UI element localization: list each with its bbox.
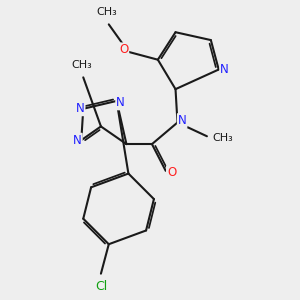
Text: Cl: Cl (95, 280, 107, 292)
Text: O: O (119, 44, 128, 56)
Text: N: N (220, 63, 229, 76)
Text: N: N (116, 96, 125, 110)
Text: CH₃: CH₃ (71, 60, 92, 70)
Text: N: N (76, 102, 85, 115)
Text: N: N (178, 114, 187, 127)
Text: N: N (73, 134, 82, 147)
Text: O: O (167, 166, 176, 179)
Text: CH₃: CH₃ (96, 7, 117, 17)
Text: CH₃: CH₃ (213, 133, 234, 143)
